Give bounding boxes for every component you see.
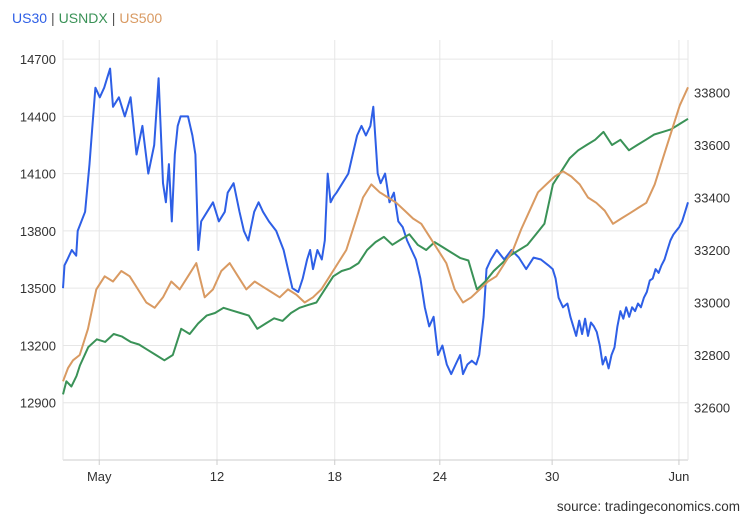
series-layer [62, 67, 689, 395]
x-tick-label: Jun [668, 469, 689, 484]
series-line-us30 [62, 67, 689, 376]
x-tick-label: 12 [210, 469, 224, 484]
y-left-tick-label: 12900 [20, 396, 56, 411]
legend-item-us30[interactable]: US30 [12, 10, 48, 26]
y-right-tick-label: 33000 [694, 296, 730, 311]
grid [63, 40, 688, 460]
y-right-tick-label: 32600 [694, 401, 730, 416]
y-left-tick-label: 13800 [20, 224, 56, 239]
y-right-tick-label: 33200 [694, 243, 730, 258]
legend: US30 | USNDX | US500 [12, 10, 162, 26]
y-right-tick-label: 33400 [694, 191, 730, 206]
x-tick-label: 30 [545, 469, 559, 484]
y-left-tick-label: 13500 [20, 281, 56, 296]
x-tick-label: 24 [433, 469, 447, 484]
axes: 12900 13200 13500 13800 14100 14400 14700 32600… [20, 40, 730, 484]
x-tick-label: May [87, 469, 112, 484]
y-left-tick-label: 14700 [20, 52, 56, 67]
series-line-usndx [62, 117, 689, 395]
y-right-tick-label: 33800 [694, 86, 730, 101]
legend-item-us500[interactable]: US500 [119, 10, 163, 26]
legend-item-usndx[interactable]: USNDX [58, 10, 108, 26]
y-left-tick-label: 14100 [20, 167, 56, 182]
legend-separator: | [111, 10, 116, 26]
x-tick-label: 18 [328, 469, 342, 484]
source-credit: source: tradingeconomics.com [556, 499, 740, 514]
y-right-tick-label: 33600 [694, 138, 730, 153]
y-left-tick-label: 13200 [20, 338, 56, 353]
series-line-us500 [62, 86, 689, 382]
y-left-tick-label: 14400 [20, 109, 56, 124]
legend-separator: | [51, 10, 55, 26]
y-right-tick-label: 32800 [694, 348, 730, 363]
